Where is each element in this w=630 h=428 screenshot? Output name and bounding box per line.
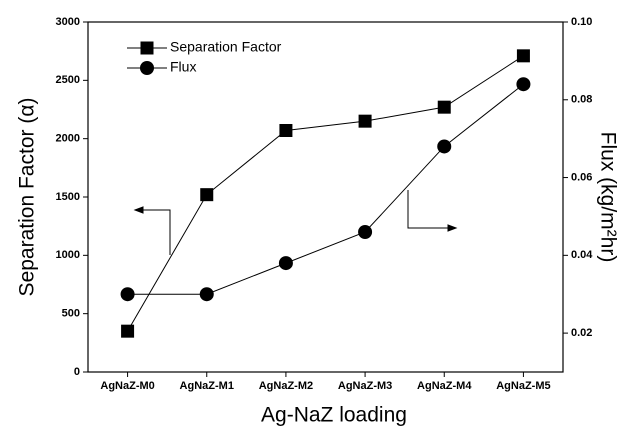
data-point <box>358 225 373 239</box>
data-point <box>437 139 452 154</box>
y2-tick-label: 0.10 <box>571 16 592 28</box>
legend-marker <box>140 61 154 75</box>
legend-label: Separation Factor <box>170 39 282 55</box>
y-axis-label: Separation Factor (α) <box>16 98 39 297</box>
y-tick-label: 0 <box>74 366 80 378</box>
data-point <box>278 256 293 271</box>
x-tick-label: AgNaZ-M5 <box>496 380 550 392</box>
data-point <box>516 49 530 63</box>
y-tick-label: 2500 <box>56 74 80 86</box>
y-tick-label: 2000 <box>56 133 80 145</box>
x-tick-label: AgNaZ-M4 <box>417 380 472 392</box>
data-point <box>200 188 214 202</box>
data-point <box>120 287 135 302</box>
legend-marker <box>140 41 154 55</box>
arrow-left <box>140 209 171 255</box>
data-point <box>199 287 214 302</box>
annotation-arrows <box>133 190 458 255</box>
series-line <box>127 55 524 332</box>
data-point <box>358 114 372 128</box>
x-tick-label: AgNaZ-M1 <box>180 380 234 392</box>
data-point <box>437 100 451 114</box>
y-tick-label: 1000 <box>56 249 80 261</box>
x-tick-label: AgNaZ-M3 <box>338 380 392 392</box>
y2-tick-label: 0.06 <box>571 171 592 183</box>
y2-tick-label: 0.02 <box>571 327 592 339</box>
x-tick-label: AgNaZ-M0 <box>100 380 154 392</box>
series-line <box>127 83 524 295</box>
x-axis-label: Ag-NaZ loading <box>261 404 407 427</box>
arrow-head <box>133 206 144 214</box>
arrow-head <box>447 224 458 232</box>
data-point <box>279 124 293 137</box>
y2-tick-label: 0.04 <box>571 249 593 261</box>
y-tick-label: 1500 <box>56 191 80 203</box>
y-tick-label: 500 <box>62 308 80 320</box>
x-tick-label: AgNaZ-M2 <box>259 380 313 392</box>
y2-tick-label: 0.08 <box>571 94 592 106</box>
legend-label: Flux <box>170 59 196 75</box>
plot-frame <box>87 21 564 373</box>
data-point <box>121 324 135 338</box>
arrow-right <box>407 190 450 229</box>
data-point <box>516 77 531 92</box>
y-tick-label: 3000 <box>56 16 80 28</box>
y2-axis-label: Flux (kg/m²hr) <box>596 132 619 263</box>
